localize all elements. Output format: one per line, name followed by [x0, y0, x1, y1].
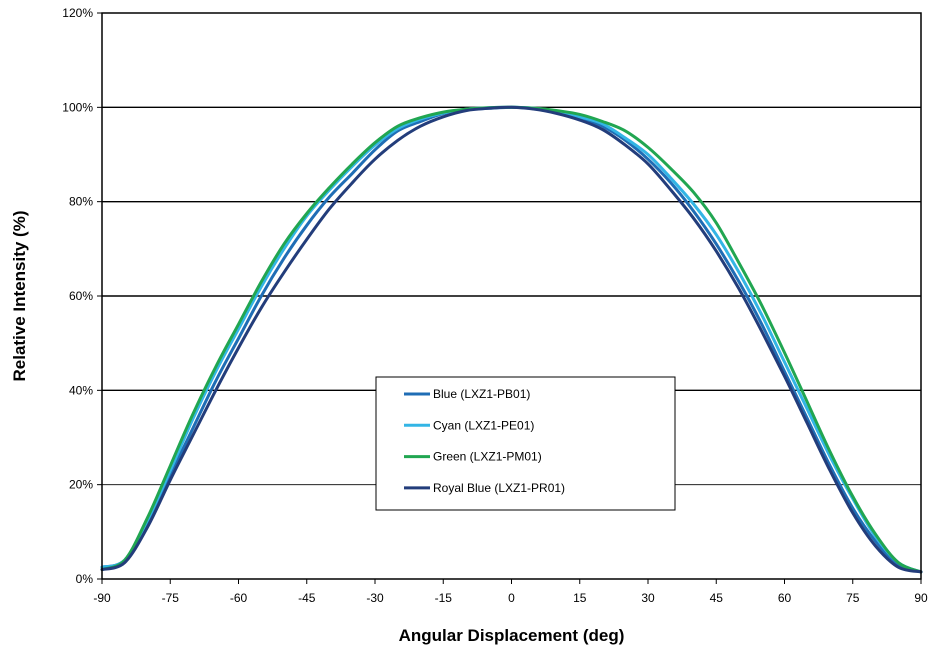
- x-tick-label: 90: [914, 591, 928, 605]
- x-tick-label: -30: [366, 591, 384, 605]
- series-lines: [100, 105, 923, 574]
- x-tick-label: -75: [162, 591, 180, 605]
- legend-label-cyan: Cyan (LXZ1-PE01): [433, 418, 534, 432]
- y-tick-label: 100%: [62, 100, 93, 114]
- legend-label-green: Green (LXZ1-PM01): [433, 450, 542, 464]
- x-tick-label: -45: [298, 591, 316, 605]
- series-line-royal-blue: [100, 105, 923, 574]
- y-axis-ticks: 0% 20% 40% 60% 80% 100% 120%: [62, 6, 102, 586]
- x-tick-label: 75: [846, 591, 860, 605]
- y-tick-label: 40%: [69, 383, 93, 397]
- legend-label-blue: Blue (LXZ1-PB01): [433, 387, 530, 401]
- x-tick-label: 15: [573, 591, 587, 605]
- x-tick-label: -60: [230, 591, 248, 605]
- y-tick-label: 80%: [69, 195, 93, 209]
- x-axis-title: Angular Displacement (deg): [399, 626, 625, 645]
- x-tick-label: 45: [710, 591, 724, 605]
- x-tick-label: -90: [93, 591, 111, 605]
- x-tick-label: 30: [641, 591, 655, 605]
- x-tick-label: 60: [778, 591, 792, 605]
- y-tick-label: 20%: [69, 478, 93, 492]
- y-tick-label: 0%: [76, 572, 94, 586]
- legend: Blue (LXZ1-PB01) Cyan (LXZ1-PE01) Green (L…: [375, 376, 676, 511]
- x-axis-ticks: -90 -75 -60 -45 -30 -15 0 15 30 45 60 75 90: [93, 579, 928, 605]
- y-axis-title: Relative Intensity (%): [10, 211, 29, 382]
- x-tick-label: 0: [508, 591, 515, 605]
- y-tick-label: 120%: [62, 6, 93, 20]
- x-tick-label: -15: [435, 591, 453, 605]
- y-tick-label: 60%: [69, 289, 93, 303]
- legend-label-royal-blue: Royal Blue (LXZ1-PR01): [433, 481, 565, 495]
